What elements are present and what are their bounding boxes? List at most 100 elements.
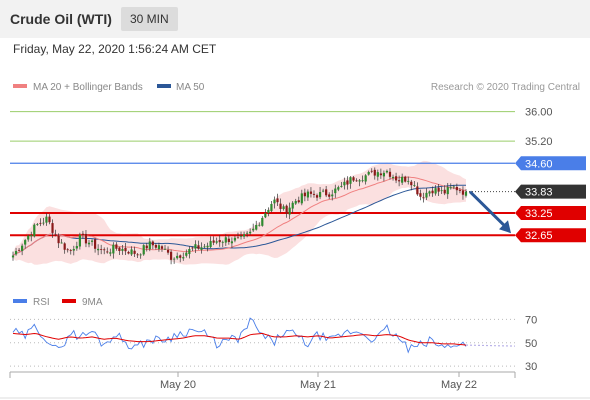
- level-34-60-label: 34.60: [525, 158, 553, 170]
- candle-body: [127, 251, 130, 254]
- candle-body: [401, 176, 404, 183]
- level-33-83-label: 33.83: [525, 187, 553, 199]
- credit-text: Research © 2020 Trading Central: [431, 82, 580, 93]
- candle-body: [325, 189, 328, 196]
- candle-body: [419, 193, 422, 197]
- candle-body: [118, 247, 121, 252]
- candle-body: [361, 180, 364, 182]
- candle-body: [394, 176, 398, 181]
- candle-body: [21, 245, 24, 251]
- candle-body: [133, 250, 136, 254]
- instrument-title: Crude Oil (WTI): [10, 11, 112, 27]
- candle-body: [212, 240, 215, 243]
- candle-body: [84, 233, 88, 244]
- candle-body: [252, 228, 255, 231]
- candle-body: [449, 187, 452, 189]
- timeframe-badge[interactable]: 30 MIN: [121, 7, 178, 31]
- candle-body: [288, 207, 291, 215]
- candle-body: [431, 190, 434, 194]
- candle-body: [103, 249, 106, 251]
- candle-body: [30, 235, 33, 237]
- forecast-arrow-shaft: [468, 190, 509, 230]
- candle-body: [218, 240, 221, 243]
- candle-body: [39, 222, 42, 224]
- candle-body: [303, 192, 306, 197]
- candle-body: [291, 202, 294, 209]
- candle-body: [106, 251, 109, 253]
- candle-body: [446, 187, 449, 195]
- candle-body: [306, 191, 310, 198]
- candle-body: [27, 235, 30, 240]
- candle-body: [185, 252, 188, 256]
- candle-body: [148, 241, 151, 250]
- legend-label-ma50: MA 50: [176, 82, 205, 93]
- candle-body: [267, 209, 270, 214]
- level-33-83-box: [515, 184, 586, 199]
- candle-body: [370, 170, 373, 172]
- candle-body: [376, 172, 379, 177]
- candle-body: [391, 176, 395, 179]
- candle-body: [166, 249, 170, 253]
- level-32-65-label: 32.65: [525, 230, 553, 242]
- candle-body: [63, 243, 66, 250]
- candle-body: [11, 255, 15, 258]
- candle-body: [176, 255, 179, 259]
- candle-body: [264, 213, 267, 218]
- candle-body: [318, 192, 322, 198]
- candle-body: [130, 249, 133, 255]
- candle-body: [273, 199, 276, 204]
- candle-body: [249, 231, 252, 234]
- candle-body: [346, 180, 349, 185]
- candle-body: [239, 235, 243, 237]
- rsi-line: [12, 317, 467, 354]
- rsi-tick-30: 30: [525, 361, 537, 373]
- candles: [11, 167, 468, 265]
- candle-body: [230, 241, 233, 244]
- candle-body: [379, 173, 382, 176]
- candle-body: [461, 190, 465, 195]
- candle-body: [124, 247, 127, 252]
- candle-body: [388, 171, 392, 177]
- level-33-25-box: [515, 206, 586, 221]
- candle-body: [285, 205, 288, 214]
- candle-body: [279, 203, 282, 209]
- candle-body: [48, 216, 51, 223]
- candle-body: [72, 248, 75, 251]
- candle-body: [173, 258, 176, 260]
- x-tick-label: May 22: [441, 379, 477, 391]
- level-33-25-label: 33.25: [525, 208, 553, 220]
- legend-swatch-ma20: [13, 84, 27, 88]
- level-35-20-label: 35.20: [525, 136, 553, 148]
- candle-body: [358, 180, 361, 182]
- candle-body: [236, 237, 240, 239]
- rsi-tick-70: 70: [525, 314, 537, 326]
- candle-body: [443, 189, 446, 194]
- candle-body: [209, 241, 212, 248]
- candle-body: [227, 238, 230, 242]
- candle-body: [75, 246, 78, 249]
- ma20-line: [12, 176, 467, 256]
- candle-body: [382, 172, 386, 177]
- candle-body: [60, 242, 63, 244]
- rsi-projection: [465, 344, 516, 347]
- candle-body: [14, 251, 18, 255]
- candle-body: [276, 198, 279, 203]
- timestamp: Friday, May 22, 2020 1:56:24 AM CET: [13, 42, 217, 56]
- candle-body: [428, 191, 431, 194]
- chart-header: Crude Oil (WTI) 30 MIN: [0, 0, 590, 38]
- candle-body: [36, 224, 39, 225]
- candle-body: [422, 197, 425, 199]
- candle-body: [154, 244, 157, 248]
- candle-body: [136, 254, 139, 256]
- candle-body: [309, 191, 313, 194]
- level-34-60-box: [515, 156, 586, 171]
- candle-body: [160, 246, 164, 249]
- candle-body: [97, 248, 100, 251]
- candle-body: [78, 234, 81, 247]
- candle-body: [455, 186, 458, 191]
- candle-body: [45, 216, 48, 223]
- candle-body: [221, 241, 224, 243]
- candle-body: [352, 177, 355, 181]
- legend-label-9ma: 9MA: [82, 297, 103, 308]
- candle-body: [57, 235, 60, 244]
